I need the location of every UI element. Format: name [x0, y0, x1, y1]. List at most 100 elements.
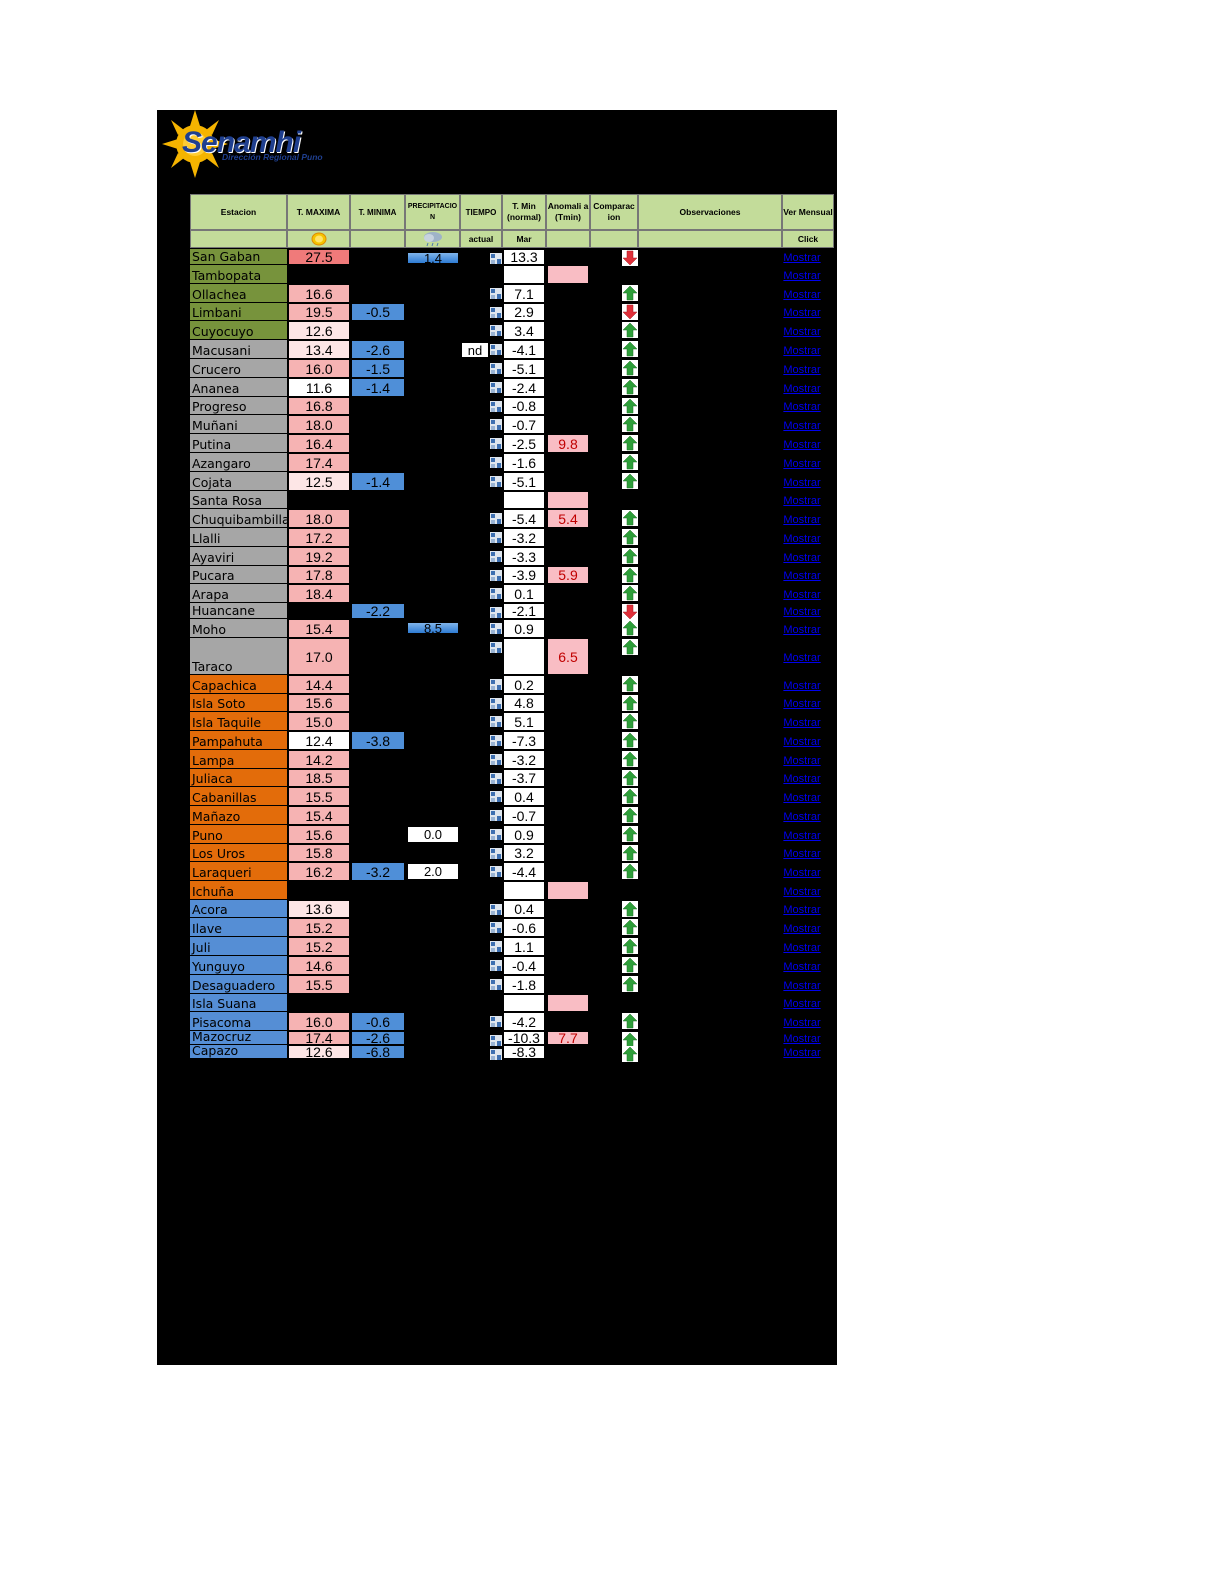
show-monthly-link[interactable]: Mostrar — [783, 457, 821, 470]
tmin-normal-value — [503, 265, 545, 284]
show-monthly-link[interactable]: Mostrar — [783, 904, 821, 916]
show-monthly-link[interactable]: Mostrar — [783, 570, 821, 582]
tmax-value: 15.4 — [288, 619, 350, 638]
tmax-value: 18.5 — [288, 769, 350, 787]
weather-symbol-icon — [490, 828, 502, 840]
show-monthly-link[interactable]: Mostrar — [783, 344, 821, 357]
show-monthly-link[interactable]: Mostrar — [783, 829, 821, 842]
weather-symbol-icon — [490, 921, 502, 933]
show-monthly-link[interactable]: Mostrar — [783, 773, 821, 785]
show-monthly-link[interactable]: Mostrar — [783, 866, 821, 879]
show-monthly-link[interactable]: Mostrar — [783, 623, 821, 636]
show-monthly-link[interactable]: Mostrar — [783, 606, 821, 618]
weather-symbol-icon — [490, 753, 502, 765]
show-monthly-link[interactable]: Mostrar — [783, 307, 821, 319]
show-monthly-link[interactable]: Mostrar — [783, 998, 821, 1010]
show-monthly-link[interactable]: Mostrar — [783, 252, 821, 264]
station-name: Taraco — [190, 638, 287, 675]
tmin-value: -1.4 — [351, 472, 405, 491]
station-name: Moho — [190, 619, 287, 638]
subheader-observations — [638, 230, 782, 248]
weather-symbol-icon — [490, 978, 502, 990]
tmin-normal-value: -7.3 — [503, 731, 545, 750]
show-monthly-link[interactable]: Mostrar — [783, 363, 821, 376]
show-monthly-link[interactable]: Mostrar — [783, 1047, 821, 1059]
show-monthly-link[interactable]: Mostrar — [783, 941, 821, 954]
tmin-normal-value — [503, 491, 545, 509]
show-monthly-link[interactable]: Mostrar — [783, 960, 821, 973]
tmin-normal-value: -4.2 — [503, 1012, 545, 1031]
tmin-normal-value: -3.9 — [503, 566, 545, 584]
show-monthly-link[interactable]: Mostrar — [783, 513, 821, 526]
weather-symbol-icon — [490, 606, 502, 618]
show-monthly-link[interactable]: Mostrar — [783, 791, 821, 804]
show-monthly-link[interactable]: Mostrar — [783, 698, 821, 710]
tmin-normal-value: -8.3 — [503, 1045, 545, 1059]
station-name: Llalli — [190, 528, 287, 547]
header-tmin-normal: T. Min (normal) — [502, 194, 546, 230]
tmax-value: 15.5 — [288, 975, 350, 994]
show-monthly-link[interactable]: Mostrar — [783, 922, 821, 935]
show-monthly-link[interactable]: Mostrar — [783, 810, 821, 823]
show-monthly-link[interactable]: Mostrar — [783, 1033, 821, 1045]
show-monthly-link[interactable]: Mostrar — [783, 679, 821, 692]
tmax-value: 16.0 — [288, 1012, 350, 1031]
tmax-value: 15.2 — [288, 918, 350, 937]
green-up-arrow-icon — [622, 398, 638, 414]
tmax-value: 18.0 — [288, 509, 350, 528]
weather-symbol-icon — [490, 512, 502, 524]
station-name: Ayaviri — [190, 547, 287, 566]
tmin-normal-value: -3.3 — [503, 547, 545, 566]
weather-symbol-icon — [490, 790, 502, 802]
station-name: Macusani — [190, 340, 287, 359]
anomaly-value — [547, 994, 589, 1012]
weather-symbol-icon — [490, 1048, 502, 1060]
green-up-arrow-icon — [622, 639, 638, 655]
tmin-normal-value: -2.5 — [503, 434, 545, 453]
weather-symbol-icon — [490, 324, 502, 336]
show-monthly-link[interactable]: Mostrar — [783, 979, 821, 992]
weather-symbol-icon — [490, 903, 502, 915]
tmin-normal-value: -4.1 — [503, 340, 545, 359]
show-monthly-link[interactable]: Mostrar — [783, 551, 821, 564]
weather-symbol-icon — [490, 287, 502, 299]
green-up-arrow-icon — [622, 585, 638, 601]
show-monthly-link[interactable]: Mostrar — [783, 885, 821, 898]
subheader-click: Click — [782, 230, 834, 248]
show-monthly-link[interactable]: Mostrar — [783, 651, 821, 664]
station-name: Capachica — [190, 675, 287, 694]
green-up-arrow-icon — [622, 751, 638, 767]
show-monthly-link[interactable]: Mostrar — [783, 401, 821, 413]
tmax-value: 18.4 — [288, 584, 350, 603]
show-monthly-link[interactable]: Mostrar — [783, 438, 821, 451]
show-monthly-link[interactable]: Mostrar — [783, 848, 821, 860]
tmin-normal-value: 13.3 — [503, 249, 545, 265]
show-monthly-link[interactable]: Mostrar — [783, 325, 821, 338]
show-monthly-link[interactable]: Mostrar — [783, 716, 821, 729]
station-name: Limbani — [190, 303, 287, 321]
show-monthly-link[interactable]: Mostrar — [783, 288, 821, 301]
show-monthly-link[interactable]: Mostrar — [783, 735, 821, 748]
show-monthly-link[interactable]: Mostrar — [783, 476, 821, 489]
rain-cloud-icon — [423, 232, 442, 247]
tmax-value: 17.8 — [288, 566, 350, 584]
show-monthly-link[interactable]: Mostrar — [783, 495, 821, 507]
tmin-normal-value — [503, 638, 545, 675]
show-monthly-link[interactable]: Mostrar — [783, 1016, 821, 1029]
green-up-arrow-icon — [622, 788, 638, 804]
show-monthly-link[interactable]: Mostrar — [783, 382, 821, 395]
logo-subtitle: Dirección Regional Puno — [222, 152, 323, 162]
show-monthly-link[interactable]: Mostrar — [783, 588, 821, 601]
show-monthly-link[interactable]: Mostrar — [783, 532, 821, 545]
tmax-value: 15.6 — [288, 694, 350, 712]
show-monthly-link[interactable]: Mostrar — [783, 269, 821, 282]
station-name: Yunguyo — [190, 956, 287, 975]
green-up-arrow-icon — [622, 322, 638, 338]
tmin-value: -0.6 — [351, 1012, 405, 1031]
station-name: Juli — [190, 937, 287, 956]
logo-wordmark: Senamhi — [182, 126, 301, 159]
tmin-normal-value: -2.4 — [503, 378, 545, 397]
tmin-value: -3.2 — [351, 862, 405, 881]
show-monthly-link[interactable]: Mostrar — [783, 754, 821, 767]
show-monthly-link[interactable]: Mostrar — [783, 419, 821, 432]
